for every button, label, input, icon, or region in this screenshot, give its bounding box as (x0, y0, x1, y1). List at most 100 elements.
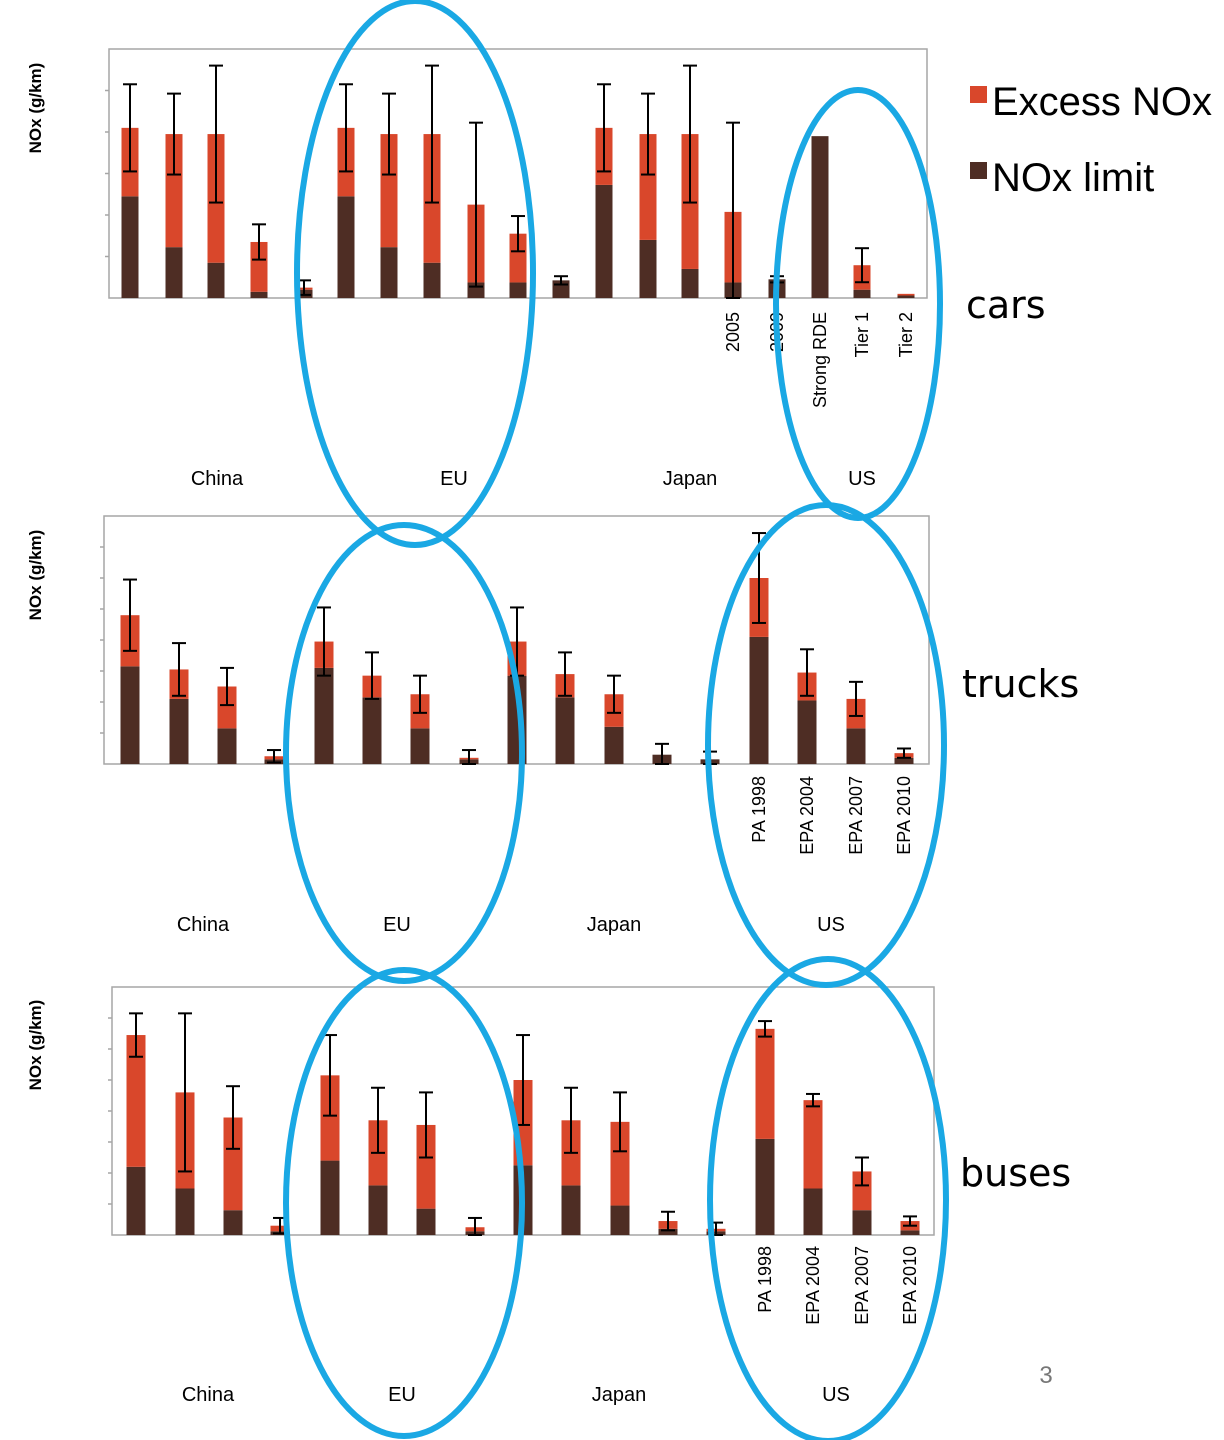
trucks-bar-limit (362, 697, 382, 764)
buses-bar-limit (610, 1205, 630, 1235)
cars-bar-limit (337, 196, 355, 298)
highlight-ellipse-buses-eu (283, 967, 525, 1439)
trucks-error-bar (655, 742, 669, 765)
cars-bar-excess (639, 134, 657, 240)
cars-bar-limit (509, 282, 527, 298)
buses-bar-limit (803, 1188, 823, 1235)
trucks-bar-limit (120, 666, 140, 764)
buses-error-bar (178, 1012, 192, 1173)
cars-tick-label: Strong RDE (810, 312, 830, 408)
trucks-error-bar (462, 749, 476, 765)
buses-error-bar (129, 1012, 143, 1058)
cars-error-bar (554, 275, 568, 286)
trucks-tick-label: EPA 2007 (846, 776, 866, 855)
cars-bar-limit (811, 136, 829, 298)
buses-error-bar (468, 1216, 482, 1236)
cars-bar-limit (853, 289, 871, 298)
buses-bar-limit (368, 1185, 388, 1235)
highlight-ellipses (283, 0, 949, 1440)
buses-bars (126, 1012, 920, 1236)
buses-tick-label: EPA 2004 (803, 1246, 823, 1325)
trucks-chart: NOx (g/km) PA 1998 EPA 2004 EPA 2007 EPA 20… (26, 515, 1079, 936)
trucks-bar-limit (749, 636, 769, 764)
trucks-bar-limit (846, 728, 866, 764)
trucks-tick-label: EPA 2010 (894, 776, 914, 855)
trucks-error-bar (558, 651, 572, 697)
buses-bar-limit (416, 1208, 436, 1235)
cars-error-bar (123, 83, 137, 173)
trucks-bar-limit (555, 697, 575, 764)
cars-bar-limit (639, 239, 657, 298)
buses-bar-limit (755, 1138, 775, 1235)
buses-bar-excess (610, 1121, 630, 1206)
buses-bar-excess (223, 1117, 243, 1211)
cars-y-ticks (105, 89, 109, 258)
buses-bar-excess (852, 1171, 872, 1211)
trucks-bar-limit (894, 757, 914, 764)
buses-error-bar (564, 1086, 578, 1154)
buses-error-bar (806, 1092, 820, 1108)
cars-side-label: cars (966, 283, 1046, 327)
buses-bar-limit (561, 1185, 581, 1235)
buses-bar-excess (126, 1035, 146, 1167)
trucks-y-axis-label: NOx (g/km) (26, 530, 45, 621)
cars-bar-excess (380, 134, 398, 248)
cars-error-bar (382, 92, 396, 176)
buses-error-bar (661, 1210, 675, 1232)
buses-bar-excess (755, 1028, 775, 1139)
buses-group-label-japan: Japan (592, 1384, 647, 1406)
buses-error-bar (516, 1034, 530, 1126)
cars-bars (121, 64, 915, 299)
highlight-ellipse-trucks-eu (283, 522, 525, 984)
legend: Excess NOx NOx limit (970, 80, 1212, 200)
cars-error-bar (252, 223, 266, 261)
buses-bar-limit (175, 1188, 195, 1235)
cars-error-bar (167, 92, 181, 176)
cars-error-bar (209, 64, 223, 204)
cars-error-bar (726, 121, 740, 299)
cars-bar-limit (423, 262, 441, 298)
page-number: 3 (1039, 1362, 1052, 1389)
buses-bar-limit (900, 1230, 920, 1235)
buses-side-label: buses (960, 1151, 1071, 1195)
cars-y-axis-label: NOx (g/km) (26, 63, 45, 154)
trucks-group-label-eu: EU (383, 914, 411, 936)
buses-tick-labels: PA 1998 EPA 2004 EPA 2007 EPA 2010 (755, 1246, 920, 1325)
cars-bar-excess (250, 241, 268, 292)
cars-error-bar (641, 92, 655, 176)
cars-chart: NOx (g/km) 2005 2009 Strong RDE Tier 1 Tier … (26, 48, 1046, 490)
legend-swatch-excess (970, 86, 987, 103)
trucks-side-label: trucks (962, 662, 1079, 706)
buses-error-bar (758, 1020, 772, 1038)
cars-bar-limit (681, 268, 699, 298)
buses-error-bar (419, 1091, 433, 1159)
highlight-ellipse-trucks-us (705, 502, 947, 988)
buses-error-bar (903, 1215, 917, 1227)
cars-error-bar (469, 121, 483, 288)
cars-tick-label: 2005 (723, 312, 743, 352)
buses-bar-limit (658, 1228, 678, 1235)
cars-error-bar (511, 215, 525, 253)
buses-group-label-china: China (182, 1384, 235, 1406)
buses-bar-limit (320, 1160, 340, 1235)
buses-tick-label: PA 1998 (755, 1246, 775, 1313)
cars-group-label-japan: Japan (663, 468, 718, 490)
trucks-error-bar (849, 680, 863, 717)
buses-bar-limit (852, 1210, 872, 1235)
buses-bar-excess (416, 1124, 436, 1209)
cars-bar-excess (897, 293, 915, 296)
highlight-ellipse-buses-us (707, 956, 949, 1440)
trucks-error-bar (800, 648, 814, 697)
buses-error-bar (855, 1156, 869, 1187)
cars-bar-excess (165, 134, 183, 248)
legend-swatch-limit (970, 162, 987, 179)
trucks-error-bar (267, 749, 281, 764)
buses-tick-label: EPA 2007 (852, 1246, 872, 1325)
trucks-bars (120, 532, 914, 765)
trucks-bar-limit (314, 667, 334, 764)
trucks-bar-excess (217, 686, 237, 729)
legend-label-limit: NOx limit (992, 156, 1154, 200)
buses-group-label-us: US (822, 1384, 850, 1406)
buses-bar-excess (320, 1075, 340, 1161)
trucks-tick-label: PA 1998 (749, 776, 769, 843)
